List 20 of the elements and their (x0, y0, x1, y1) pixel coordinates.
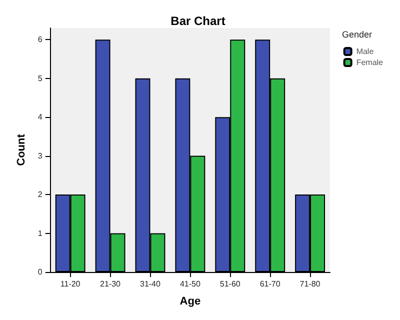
y-tick-label: 3 (38, 151, 43, 160)
x-tick-label: 51-60 (220, 280, 241, 288)
legend-label: Female (356, 58, 384, 67)
x-tick-label: 71-80 (300, 280, 321, 288)
y-tick-label: 2 (38, 190, 43, 200)
x-tick-label: 41-50 (180, 280, 201, 288)
x-axis-title: Age (180, 296, 201, 308)
y-tick-label: 6 (38, 35, 43, 44)
y-tick-label: 5 (38, 74, 43, 83)
y-tick-label: 4 (38, 112, 43, 122)
x-tick-label: 61-70 (260, 280, 281, 288)
x-tick-label: 11-20 (60, 280, 81, 288)
x-tick-label: 21-30 (100, 280, 122, 288)
legend-title: Gender (342, 30, 372, 40)
x-tick-label: 31-40 (140, 280, 161, 288)
y-tick-label: 1 (38, 228, 43, 238)
y-axis-title: Count (16, 134, 28, 166)
legend-label: Male (356, 47, 374, 56)
chart-title: Bar Chart (170, 14, 226, 28)
y-tick-label: 0 (38, 268, 43, 276)
